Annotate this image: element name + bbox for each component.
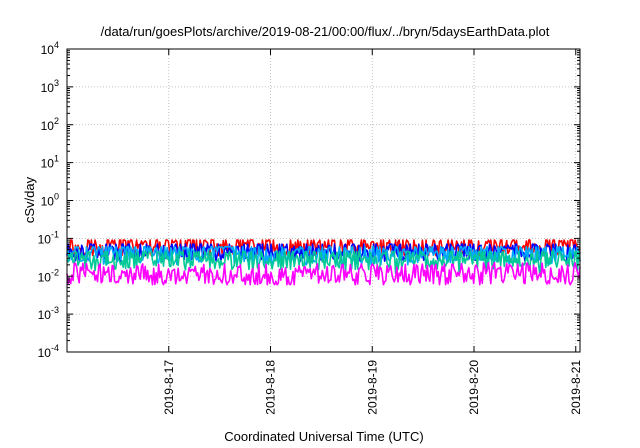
y-tick-label: 10-2 <box>38 267 59 284</box>
y-tick-label: 10-1 <box>38 229 59 246</box>
y-axis-label: cSv/day <box>22 176 37 223</box>
x-tick-label: 2019-8-21 <box>569 360 583 415</box>
x-axis: 2019-8-17 2019-8-18 2019-8-19 2019-8-20 2019… <box>162 49 583 415</box>
y-tick-label: 10-4 <box>38 343 59 360</box>
x-tick-label: 2019-8-17 <box>162 360 176 415</box>
plot-frame <box>66 48 581 353</box>
series-line <box>66 250 581 275</box>
x-axis-label: Coordinated Universal Time (UTC) <box>224 429 423 444</box>
x-tick-label: 2019-8-19 <box>365 360 379 415</box>
x-tick-label: 2019-8-20 <box>467 360 481 415</box>
y-tick-label: 10-3 <box>38 305 59 322</box>
grid <box>67 49 580 352</box>
chart-title: /data/run/goesPlots/archive/2019-08-21/0… <box>101 24 550 39</box>
y-tick-label: 100 <box>41 192 59 209</box>
series-group <box>66 239 581 286</box>
y-axis: 10-4 10-3 10-2 10-1 100 101 102 103 104 <box>38 40 580 360</box>
y-tick-label: 101 <box>41 154 59 171</box>
y-tick-label: 102 <box>41 116 59 133</box>
y-tick-label: 104 <box>41 40 59 57</box>
series-line <box>66 261 581 286</box>
y-tick-label: 103 <box>41 78 59 95</box>
x-tick-label: 2019-8-18 <box>264 360 278 415</box>
